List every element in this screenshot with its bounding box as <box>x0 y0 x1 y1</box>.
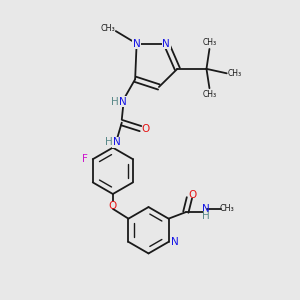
Text: O: O <box>109 201 117 211</box>
Text: O: O <box>141 124 149 134</box>
Text: N: N <box>113 137 121 147</box>
Text: CH₃: CH₃ <box>228 69 242 78</box>
Text: N: N <box>171 237 178 247</box>
Text: CH₃: CH₃ <box>203 38 217 47</box>
Text: N: N <box>119 97 127 106</box>
Text: H: H <box>104 137 112 147</box>
Text: H: H <box>111 97 119 106</box>
Text: H: H <box>202 211 209 221</box>
Text: N: N <box>133 39 140 49</box>
Text: N: N <box>202 204 209 214</box>
Text: N: N <box>163 39 170 49</box>
Text: CH₃: CH₃ <box>100 24 115 33</box>
Text: CH₃: CH₃ <box>220 204 234 213</box>
Text: F: F <box>82 154 87 164</box>
Text: O: O <box>189 190 197 200</box>
Text: CH₃: CH₃ <box>203 90 217 99</box>
